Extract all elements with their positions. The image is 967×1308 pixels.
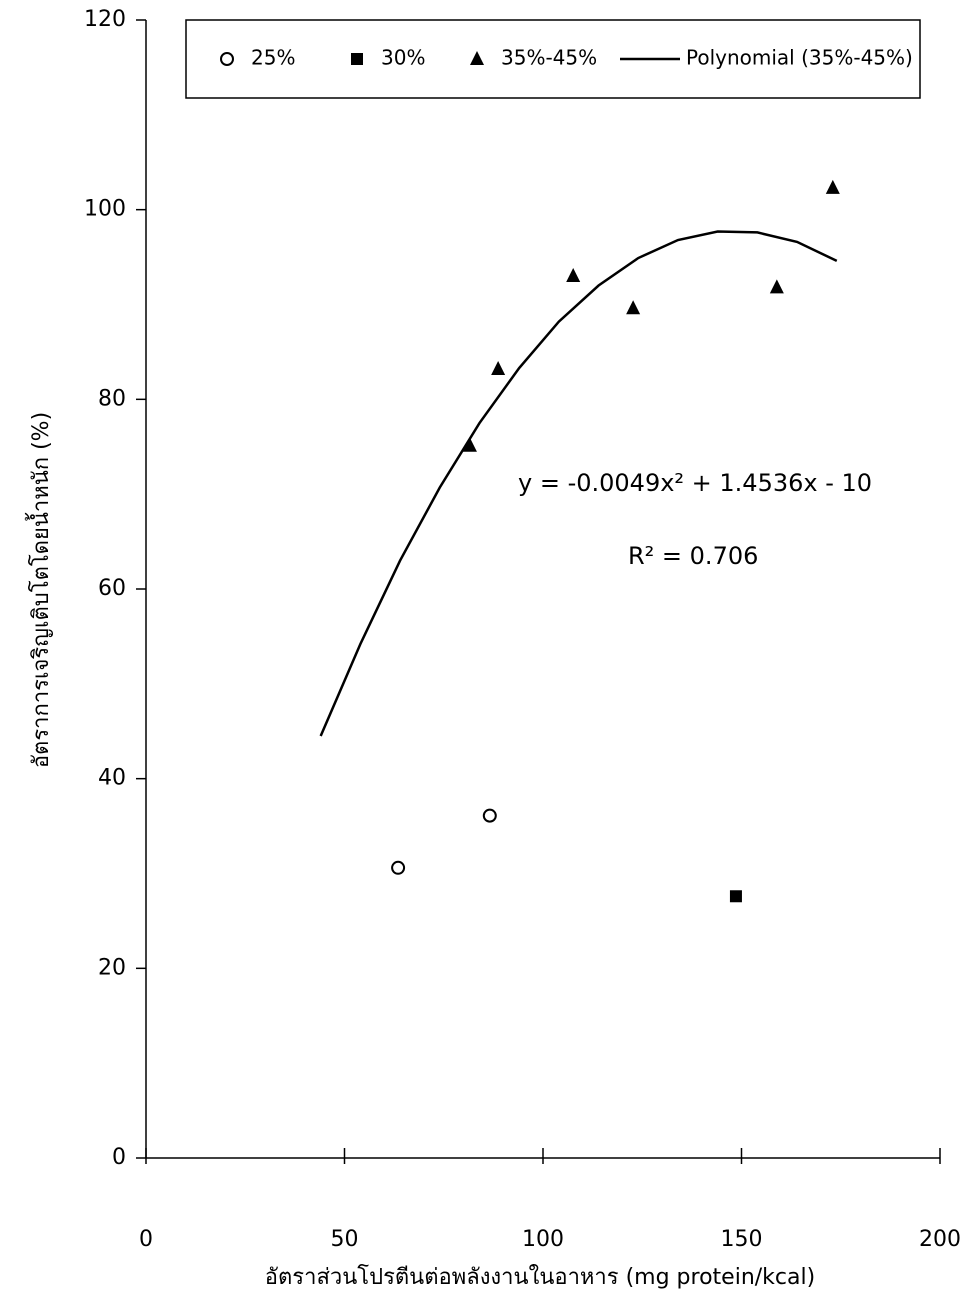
y-tick-label: 120 [84,7,126,32]
x-axis-title: อัตราส่วนโปรตีนต่อพลังงานในอาหาร (mg pro… [265,1264,815,1290]
legend-symbol [470,51,484,65]
point [462,437,477,452]
point [825,179,840,194]
y-tick-label: 0 [112,1145,126,1170]
legend-symbol [351,53,363,65]
r-squared: R² = 0.706 [628,542,758,570]
x-tick-label: 50 [331,1227,359,1252]
legend-symbol [220,52,234,66]
y-tick-label: 80 [98,386,126,411]
y-axis-title: อัตราการเจริญเติบโตโดยน้ำหนัก (%) [25,412,54,768]
x-tick-label: 100 [522,1227,564,1252]
y-tick-label: 20 [98,955,126,980]
point [769,279,784,294]
x-tick-label: 0 [139,1227,153,1252]
x-tick-label: 200 [919,1227,961,1252]
point [729,890,742,903]
trend-line [319,230,838,737]
point [626,300,641,315]
legend-box [185,19,921,99]
point [482,808,497,823]
legend-label: Polynomial (35%-45%) [686,46,913,70]
legend-label: 30% [381,46,425,70]
x-tick-label: 150 [721,1227,763,1252]
point [566,268,581,283]
point [391,860,406,875]
y-tick-label: 40 [98,766,126,791]
y-tick-label: 100 [84,197,126,222]
legend-label: 35%-45% [501,46,597,70]
equation: y = -0.0049x² + 1.4536x - 10 [518,469,872,497]
point [491,360,506,375]
legend-label: 25% [251,46,295,70]
y-tick-label: 60 [98,576,126,601]
